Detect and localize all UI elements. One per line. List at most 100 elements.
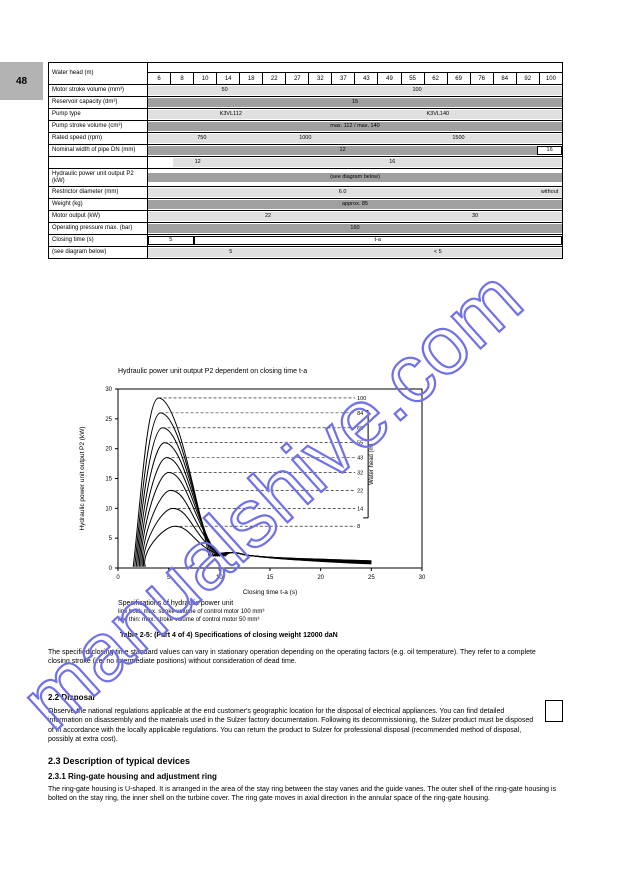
row-label (49, 157, 148, 169)
bar-label: 12 (340, 147, 346, 153)
svg-text:69: 69 (357, 426, 363, 432)
bar-label: 160 (350, 225, 359, 231)
svg-text:15: 15 (105, 477, 112, 483)
chart-title: Hydraulic power unit output P2 dependent… (118, 368, 477, 375)
svg-text:30: 30 (419, 575, 426, 581)
bar-label: 1000 (299, 135, 311, 141)
row-label: Rated speed (rpm) (49, 133, 148, 145)
svg-text:8: 8 (357, 524, 360, 530)
tick: 14 (217, 73, 240, 85)
row-label: Closing time (s) (49, 235, 148, 247)
bar-cell: 15 (148, 97, 563, 109)
svg-text:100: 100 (357, 396, 366, 402)
tick: 84 (493, 73, 516, 85)
tick: 22 (263, 73, 286, 85)
tick: 100 (539, 73, 562, 85)
chart-svg: 051015202530051015202530Closing time t-a… (72, 381, 477, 596)
svg-text:5: 5 (167, 575, 171, 581)
tick: 18 (240, 73, 263, 85)
chart-region: Hydraulic power unit output P2 dependent… (72, 368, 477, 625)
row-label: Hydraulic power unit output P2 (kW) (49, 169, 148, 187)
svg-text:0: 0 (116, 575, 120, 581)
bar-label: without (541, 189, 558, 195)
tick: 92 (516, 73, 539, 85)
row-label: Pump type (49, 109, 148, 121)
svg-text:15: 15 (267, 575, 274, 581)
tick: 8 (171, 73, 194, 85)
table-caption: Table 2-5: (Part 4 of 4) Specifications … (120, 632, 338, 639)
tick: 62 (424, 73, 447, 85)
svg-text:14: 14 (357, 506, 363, 512)
svg-text:55: 55 (357, 441, 363, 447)
section-text: The ring-gate housing is U-shaped. It is… (48, 785, 558, 804)
spec-note: line bold: max. stroke volume of control… (118, 609, 477, 625)
svg-text:20: 20 (317, 575, 324, 581)
svg-text:25: 25 (105, 417, 112, 423)
bar-label: < 5 (434, 249, 442, 255)
bar-label: 50 (222, 87, 228, 93)
tick: 32 (309, 73, 332, 85)
bar-label: 100 (413, 87, 422, 93)
bar-label: K3VL112 (220, 111, 242, 117)
bar-label: (see diagram below) (330, 174, 380, 180)
tick: 37 (332, 73, 355, 85)
svg-text:20: 20 (105, 447, 112, 453)
bar-cell: approx. 85 (148, 199, 563, 211)
svg-text:30: 30 (105, 387, 112, 393)
row-label: Nominal width of pipe DN (mm) (49, 145, 148, 157)
svg-text:32: 32 (357, 471, 363, 477)
svg-text:0: 0 (109, 566, 113, 572)
footnote: The specified closing time standard valu… (48, 648, 558, 667)
bar-cell: 6.0 without (148, 187, 563, 199)
svg-text:43: 43 (357, 456, 363, 462)
bar-label: t-a (375, 237, 381, 243)
svg-text:5: 5 (109, 536, 113, 542)
bar-label: 15 (352, 99, 358, 105)
svg-text:25: 25 (368, 575, 375, 581)
spec-table: Water head (m) 6810141822273237434955626… (48, 62, 563, 259)
bar-cell: K3VL112 K3VL140 (148, 109, 563, 121)
row-label: Pump stroke volume (cm³) (49, 121, 148, 133)
section-heading-2: 2.3.1 Ring-gate housing and adjustment r… (48, 772, 217, 781)
disposal-text: Observe the national regulations applica… (48, 707, 538, 745)
bar-cell: max. 112 / max. 140 (148, 121, 563, 133)
page-number: 48 (0, 62, 43, 100)
section-heading-1: 2.3 Description of typical devices (48, 756, 190, 766)
bar-label: 12 (195, 159, 201, 165)
svg-text:Hydraulic power unit output P2: Hydraulic power unit output P2 (kW) (79, 426, 86, 530)
bar-cell: 50 100 (148, 85, 563, 97)
bar-cell: (see diagram below) (148, 169, 563, 187)
bar-label: 30 (472, 213, 478, 219)
bar-label: 5 (169, 237, 172, 243)
svg-text:Closing time t-a (s): Closing time t-a (s) (243, 589, 298, 596)
bar-cell: 750 1000 1500 (148, 133, 563, 145)
bar-label: approx. 85 (342, 201, 368, 207)
tick: 6 (148, 73, 171, 85)
bar-label: 16 (389, 159, 395, 165)
tick: 49 (378, 73, 401, 85)
bar-label: max. 112 / max. 140 (330, 123, 379, 129)
bar-label: 1500 (452, 135, 464, 141)
tick: 10 (194, 73, 217, 85)
spec-title: Specifications of hydraulic power unit (118, 600, 477, 607)
bar-cell: 160 (148, 223, 563, 235)
header-scale (148, 63, 563, 73)
header-label: Water head (m) (49, 63, 148, 85)
row-label: Weight (kg) (49, 199, 148, 211)
bar-label: K3VL140 (426, 111, 449, 117)
bar-label: 22 (265, 213, 271, 219)
bar-label: 750 (197, 135, 206, 141)
row-label: Operating pressure max. (bar) (49, 223, 148, 235)
bar-label: 6.0 (339, 189, 347, 195)
svg-text:84: 84 (357, 411, 363, 417)
bar-label: 16 (547, 147, 553, 153)
svg-text:10: 10 (216, 575, 223, 581)
svg-text:Water head (m): Water head (m) (369, 443, 375, 484)
tick: 27 (286, 73, 309, 85)
tick: 55 (401, 73, 424, 85)
bar-cell: 12 16 (148, 145, 563, 157)
weee-icon (545, 700, 563, 722)
row-label: Motor output (kW) (49, 211, 148, 223)
bar-cell: 5< 5 (148, 247, 563, 259)
bar-segment (301, 86, 562, 95)
